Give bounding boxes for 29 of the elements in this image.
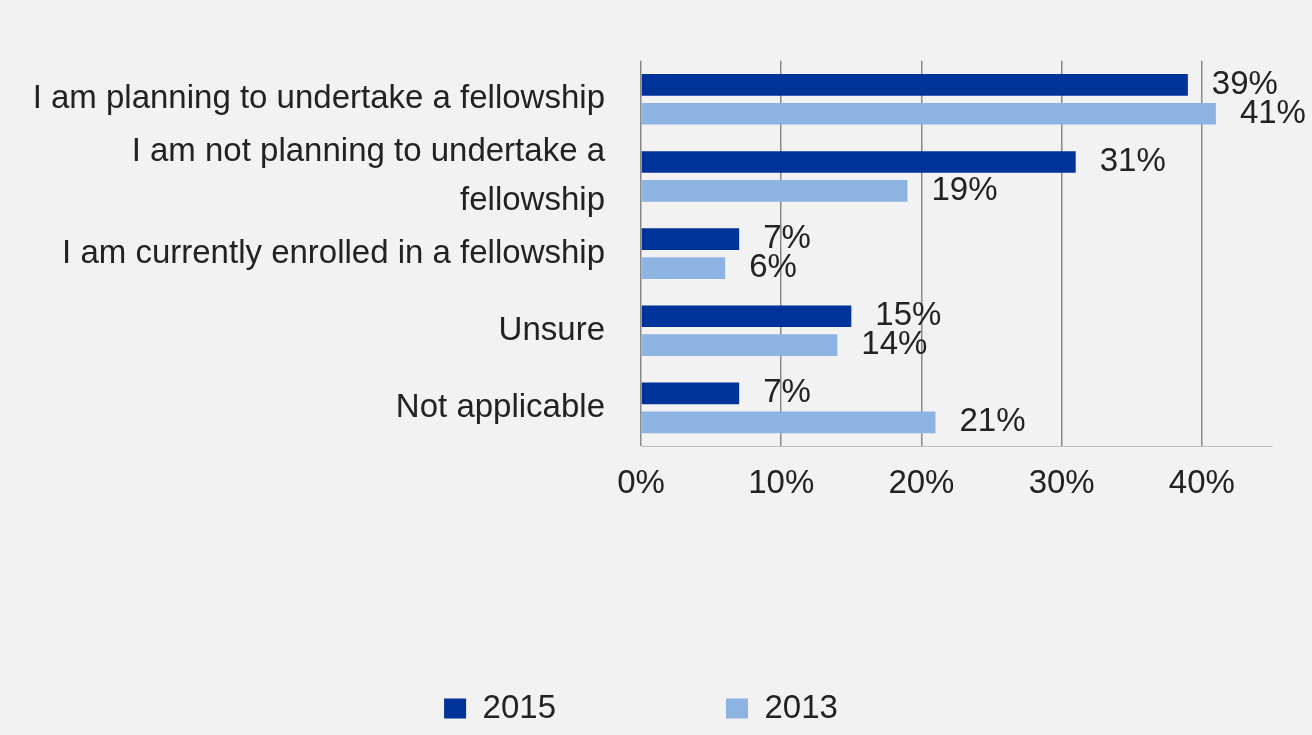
bar <box>641 257 726 279</box>
bar <box>641 411 936 434</box>
y-tick-label: I am not planning to undertake a fellowship <box>131 130 606 218</box>
bar <box>641 334 838 357</box>
legend-label: 2013 <box>764 687 838 725</box>
data-label: 39% <box>1211 63 1278 101</box>
bar <box>641 151 1076 173</box>
x-tick-label: 40% <box>1168 463 1235 501</box>
bar <box>641 228 740 250</box>
y-tick-label: Unsure <box>498 309 605 347</box>
data-label: 19% <box>931 170 998 207</box>
data-label: 31% <box>1099 141 1166 179</box>
legend-label: 2015 <box>482 687 557 725</box>
x-tick-label: 10% <box>748 463 815 501</box>
data-label: 7% <box>763 372 811 410</box>
data-label: 14% <box>861 324 928 362</box>
y-tick-label: I am planning to undertake a fellowship <box>32 78 605 116</box>
x-tick-label: 20% <box>888 463 955 501</box>
bar <box>641 382 740 405</box>
x-tick-label: 0% <box>617 463 665 501</box>
y-tick-label: Not applicable <box>395 386 605 424</box>
bar <box>641 180 908 202</box>
bar <box>641 102 1216 125</box>
data-label: 6% <box>749 247 797 285</box>
bar <box>641 305 852 328</box>
y-tick-label: I am currently enrolled in a fellowship <box>62 232 605 270</box>
x-tick-label: 30% <box>1028 463 1095 501</box>
data-label: 21% <box>959 401 1026 439</box>
bar <box>641 74 1188 96</box>
